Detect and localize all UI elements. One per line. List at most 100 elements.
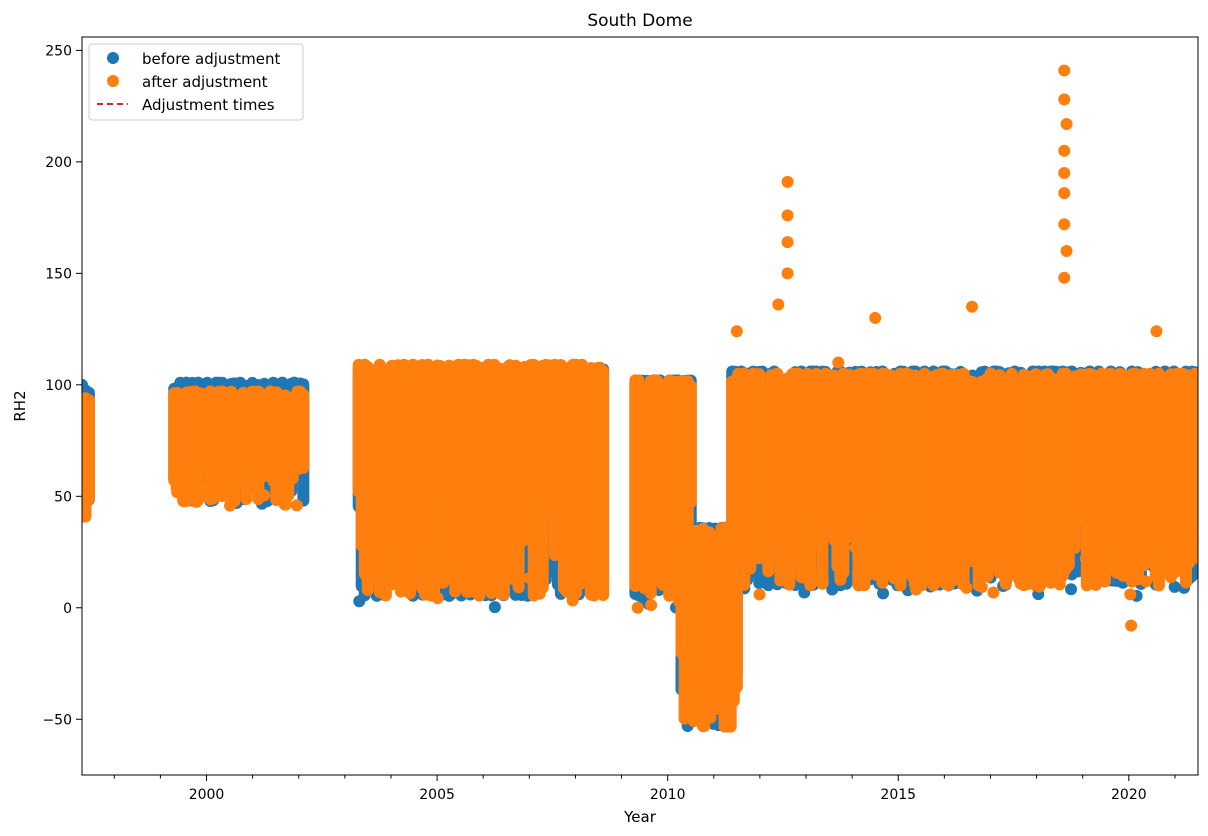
data-point <box>698 668 711 681</box>
data-point <box>1124 588 1137 601</box>
data-point <box>170 481 183 494</box>
x-axis-label: Year <box>623 808 657 826</box>
data-point <box>487 523 500 536</box>
data-point <box>190 495 203 508</box>
data-point <box>653 558 666 571</box>
y-tick-label: 100 <box>45 378 72 394</box>
data-point <box>1065 583 1078 596</box>
data-point-column <box>1192 369 1198 564</box>
x-axis: 2000 2005 2010 2015 2020 <box>113 775 1176 803</box>
data-point <box>730 325 743 338</box>
data-point <box>854 545 867 558</box>
data-point <box>781 267 794 280</box>
data-point <box>902 565 915 578</box>
data-point <box>535 539 548 552</box>
data-point <box>566 594 579 607</box>
data-point <box>960 581 973 594</box>
data-point <box>826 583 839 596</box>
data-point <box>753 588 766 601</box>
data-point <box>1172 533 1185 546</box>
data-point <box>280 477 293 490</box>
data-point <box>1060 117 1073 130</box>
y-axis: −50 0 50 100 150 200 250 <box>42 43 82 728</box>
data-point-column <box>82 394 95 505</box>
data-point <box>290 499 303 512</box>
data-point <box>968 518 981 531</box>
data-point <box>781 175 794 188</box>
x-tick-label: 2020 <box>1111 787 1147 803</box>
data-point <box>975 580 988 593</box>
data-point <box>900 533 913 546</box>
data-point <box>1058 64 1071 77</box>
legend-box <box>88 43 304 121</box>
data-point <box>361 582 374 595</box>
legend-label-before: before adjustment <box>142 50 280 68</box>
data-point <box>976 536 989 549</box>
data-point <box>879 521 892 534</box>
data-point <box>832 356 845 369</box>
data-point <box>1079 552 1092 565</box>
data-point <box>1168 580 1181 593</box>
data-point <box>373 563 386 576</box>
data-point <box>1058 187 1071 200</box>
data-point <box>199 483 212 496</box>
data-point <box>545 564 558 577</box>
data-point <box>426 557 439 570</box>
data-point <box>1010 557 1023 570</box>
data-point <box>360 524 373 537</box>
y-tick-label: 250 <box>45 43 72 59</box>
data-point <box>808 574 821 587</box>
data-point <box>1165 548 1178 561</box>
data-point <box>1033 550 1046 563</box>
data-point-column <box>684 379 697 509</box>
x-tick-label: 2000 <box>189 787 225 803</box>
data-point <box>689 673 702 686</box>
data-point <box>401 532 414 545</box>
data-point <box>752 550 765 563</box>
data-point <box>1014 517 1027 530</box>
data-point <box>215 482 228 495</box>
chart-title: South Dome <box>587 11 692 31</box>
data-point <box>869 311 882 324</box>
data-point <box>467 527 480 540</box>
data-point <box>572 521 585 534</box>
legend-label-after: after adjustment <box>142 73 268 91</box>
data-point <box>486 532 499 545</box>
data-point <box>750 529 763 542</box>
x-tick-label: 2005 <box>419 787 455 803</box>
x-tick-label: 2010 <box>650 787 686 803</box>
data-point <box>450 582 463 595</box>
data-point <box>224 499 237 512</box>
plot-frame <box>81 36 1199 776</box>
data-point <box>82 477 92 490</box>
data-point <box>966 300 979 313</box>
data-point <box>1033 580 1046 593</box>
plot-area <box>82 64 1198 733</box>
y-tick-label: 200 <box>45 155 72 171</box>
data-point <box>1125 619 1138 632</box>
data-point <box>1118 532 1131 545</box>
data-point <box>781 236 794 249</box>
data-point <box>1110 566 1123 579</box>
data-point <box>1139 575 1152 588</box>
data-point <box>431 592 444 605</box>
data-point <box>1058 93 1071 106</box>
data-point <box>919 543 932 556</box>
data-point <box>377 536 390 549</box>
legend-label-adjustment-times: Adjustment times <box>142 96 275 114</box>
data-point <box>412 518 425 531</box>
data-point <box>985 532 998 545</box>
x-tick-label: 2015 <box>880 787 916 803</box>
data-point <box>523 572 536 585</box>
data-point <box>1149 530 1162 543</box>
legend-marker-after <box>107 75 119 87</box>
data-point <box>353 595 366 608</box>
data-point <box>909 519 922 532</box>
data-point <box>742 512 755 525</box>
data-point <box>439 566 452 579</box>
series-1 <box>82 64 1198 733</box>
data-point <box>870 531 883 544</box>
data-point <box>279 498 292 511</box>
data-point <box>1001 516 1014 529</box>
